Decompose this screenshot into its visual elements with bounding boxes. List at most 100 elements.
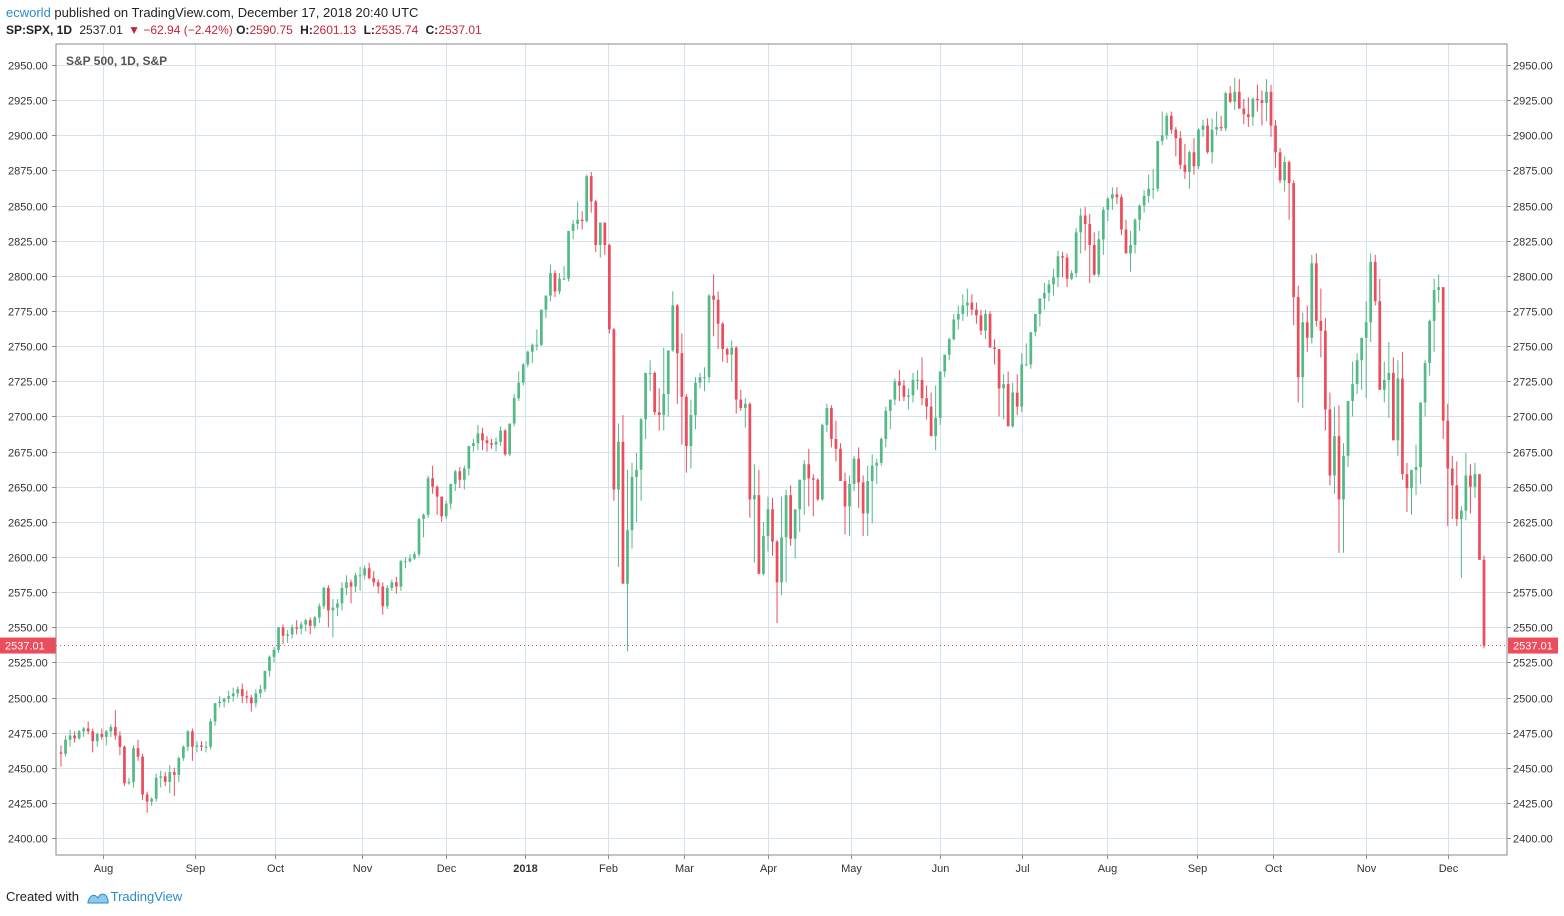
candle bbox=[408, 554, 412, 563]
candle-body bbox=[1355, 360, 1359, 385]
candle bbox=[1115, 187, 1119, 205]
candle-body bbox=[526, 351, 530, 365]
candle bbox=[644, 372, 647, 439]
x-tick-label: Jul bbox=[1015, 863, 1029, 875]
candle bbox=[440, 496, 444, 522]
candle-body bbox=[725, 349, 729, 355]
candle-body bbox=[168, 772, 172, 782]
candle bbox=[182, 745, 185, 761]
candle-body bbox=[1414, 467, 1418, 470]
candle-body bbox=[576, 219, 579, 224]
candle-body bbox=[200, 745, 203, 747]
candle-body bbox=[1382, 379, 1386, 390]
candle bbox=[671, 291, 675, 352]
candle bbox=[1392, 357, 1395, 441]
candle bbox=[1219, 115, 1223, 132]
candle-body bbox=[635, 469, 638, 477]
candle-body bbox=[191, 731, 194, 747]
candle bbox=[508, 423, 512, 456]
candle bbox=[277, 627, 280, 653]
candle-body bbox=[245, 696, 249, 698]
candle bbox=[259, 684, 262, 698]
candle bbox=[150, 797, 153, 806]
candle bbox=[1106, 197, 1110, 222]
candle bbox=[1450, 455, 1454, 520]
candle bbox=[1441, 287, 1445, 439]
candle bbox=[594, 200, 598, 253]
candle bbox=[1237, 79, 1241, 109]
y-tick-label: 2675.00 bbox=[8, 448, 48, 460]
candle-body bbox=[707, 295, 711, 378]
candle bbox=[1455, 461, 1459, 527]
y-tick-label: 2725.00 bbox=[8, 377, 48, 389]
candle-body bbox=[263, 670, 267, 690]
candle-body bbox=[132, 748, 135, 782]
candle-body bbox=[802, 464, 806, 480]
candle-body bbox=[1455, 485, 1459, 520]
candle bbox=[875, 458, 879, 484]
candle-body bbox=[558, 278, 561, 292]
candle bbox=[712, 274, 715, 337]
candle-body bbox=[1070, 273, 1073, 279]
candle bbox=[191, 728, 194, 761]
candle-body bbox=[372, 578, 376, 583]
candle bbox=[186, 729, 190, 751]
candle-body bbox=[82, 728, 86, 732]
candle-body bbox=[426, 478, 430, 515]
candle bbox=[1047, 280, 1051, 302]
candle bbox=[666, 350, 670, 417]
candle-body bbox=[249, 697, 253, 704]
candle bbox=[476, 424, 480, 451]
candle-body bbox=[662, 393, 666, 416]
candle-body bbox=[1224, 93, 1228, 129]
y-tick-label: 2625.00 bbox=[8, 518, 48, 530]
candle bbox=[1133, 218, 1137, 254]
candle bbox=[1246, 97, 1250, 127]
candle-body bbox=[449, 483, 453, 504]
author-link[interactable]: ecworld bbox=[6, 5, 51, 20]
candle bbox=[204, 741, 208, 753]
candle-body bbox=[363, 568, 366, 576]
candle-body bbox=[481, 433, 484, 441]
candle bbox=[1165, 112, 1169, 140]
candle bbox=[961, 294, 965, 321]
candle-body bbox=[1450, 468, 1454, 486]
candle bbox=[1097, 230, 1101, 278]
candle-body bbox=[1065, 257, 1069, 279]
candle-body bbox=[494, 441, 498, 445]
candle-body bbox=[612, 329, 616, 490]
candle-body bbox=[1256, 98, 1259, 101]
candle bbox=[114, 710, 117, 740]
candle-body bbox=[490, 443, 493, 445]
candle bbox=[907, 388, 910, 410]
candle-body bbox=[607, 244, 611, 330]
candle-body bbox=[227, 696, 231, 699]
candle-body bbox=[1147, 188, 1151, 196]
candle-body bbox=[399, 561, 403, 587]
candle bbox=[775, 540, 779, 624]
candle-body bbox=[585, 176, 589, 222]
candle-body bbox=[1278, 152, 1282, 181]
candle-body bbox=[671, 305, 675, 351]
candle-body bbox=[435, 486, 439, 497]
candle bbox=[159, 770, 163, 788]
candle-body bbox=[753, 495, 756, 500]
candle bbox=[1147, 174, 1151, 203]
symbol-label[interactable]: SP:SPX, 1D bbox=[6, 23, 73, 37]
candle-body bbox=[988, 313, 992, 348]
candle bbox=[1328, 392, 1332, 486]
candle-body bbox=[970, 302, 974, 310]
candle-body bbox=[979, 315, 983, 331]
candle-body bbox=[1373, 261, 1377, 302]
low-value: 2535.74 bbox=[374, 23, 419, 37]
tradingview-brand-link[interactable]: TradingView bbox=[110, 889, 183, 904]
candle bbox=[553, 270, 557, 297]
candle bbox=[295, 620, 299, 635]
y-tick-label: 2550.00 bbox=[1513, 623, 1553, 635]
candle bbox=[766, 496, 770, 552]
candle-body bbox=[1179, 138, 1182, 165]
candle-body bbox=[866, 481, 870, 514]
candle-body bbox=[811, 478, 815, 480]
candle-body bbox=[1478, 474, 1481, 560]
